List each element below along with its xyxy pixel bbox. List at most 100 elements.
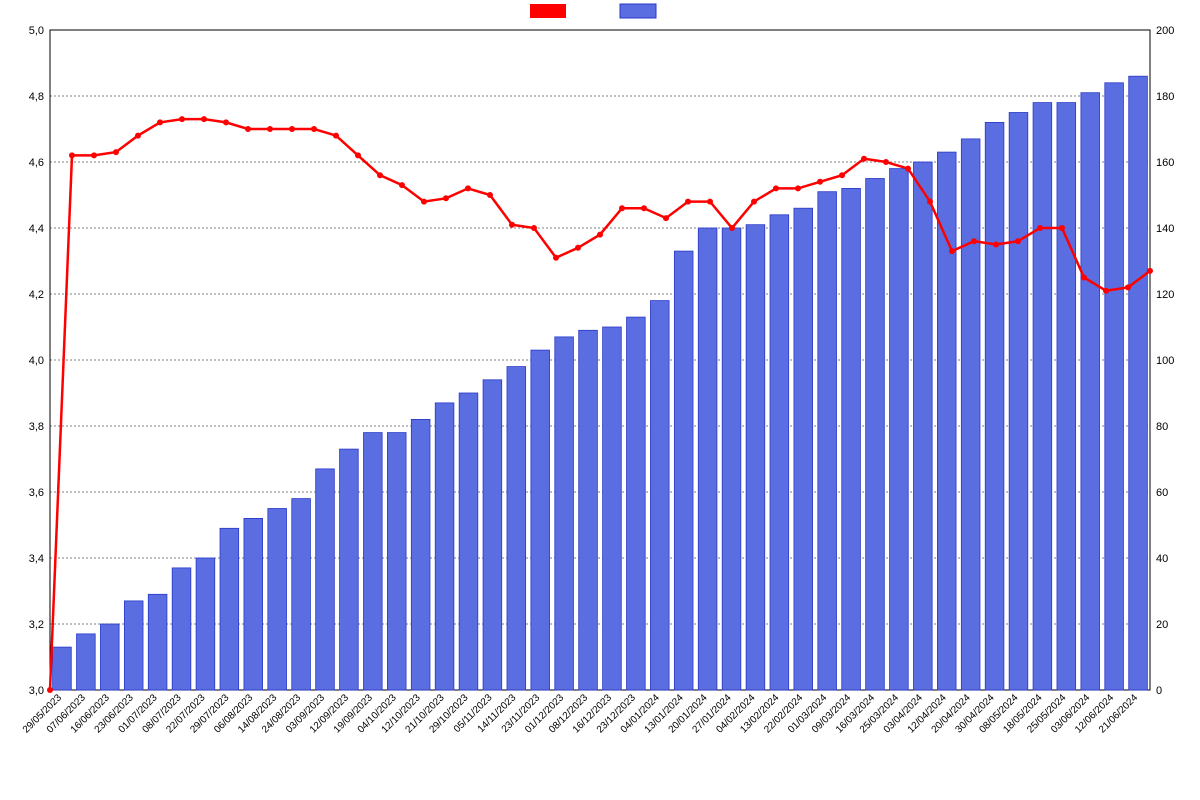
y-right-tick-label: 60 xyxy=(1156,487,1168,499)
line-marker xyxy=(267,126,273,132)
bar xyxy=(340,449,359,690)
line-marker xyxy=(399,182,405,188)
line-marker xyxy=(333,133,339,139)
bar xyxy=(435,403,454,690)
y-left-tick-label: 4,2 xyxy=(29,289,44,301)
y-left-tick-label: 3,4 xyxy=(29,553,44,565)
y-left-tick-label: 4,8 xyxy=(29,91,44,103)
line-marker xyxy=(861,156,867,162)
bar xyxy=(794,208,813,690)
bar xyxy=(316,469,335,690)
y-right-tick-label: 100 xyxy=(1156,355,1174,367)
line-marker xyxy=(1059,225,1065,231)
bar xyxy=(722,228,741,690)
line-marker xyxy=(223,119,229,125)
line-marker xyxy=(69,152,75,158)
y-right-tick-label: 20 xyxy=(1156,619,1168,631)
bar xyxy=(1033,103,1052,690)
line-marker xyxy=(465,185,471,191)
y-left-tick-label: 3,8 xyxy=(29,421,44,433)
line-marker xyxy=(179,116,185,122)
y-right-tick-label: 160 xyxy=(1156,157,1174,169)
line-marker xyxy=(641,205,647,211)
bar xyxy=(674,251,693,690)
line-marker xyxy=(927,199,933,205)
line-marker xyxy=(1125,284,1131,290)
line-marker xyxy=(1015,238,1021,244)
y-left-tick-label: 4,4 xyxy=(29,223,44,235)
bar xyxy=(196,558,215,690)
line-marker xyxy=(1037,225,1043,231)
bar xyxy=(985,122,1004,690)
bar xyxy=(603,327,622,690)
y-right-tick-label: 80 xyxy=(1156,421,1168,433)
bar xyxy=(579,330,598,690)
bar xyxy=(220,528,239,690)
bar xyxy=(866,179,885,691)
bar xyxy=(1105,83,1124,690)
bar xyxy=(292,499,311,690)
chart-container: 3,03,23,43,63,84,04,24,44,64,85,00204060… xyxy=(0,0,1200,800)
bar xyxy=(627,317,646,690)
bar xyxy=(411,419,430,690)
line-marker xyxy=(355,152,361,158)
bar xyxy=(1057,103,1076,690)
line-marker xyxy=(883,159,889,165)
y-left-tick-label: 5,0 xyxy=(29,25,44,37)
y-right-tick-label: 180 xyxy=(1156,91,1174,103)
line-marker xyxy=(1147,268,1153,274)
bar xyxy=(698,228,717,690)
y-left-tick-label: 3,6 xyxy=(29,487,44,499)
bar xyxy=(53,647,72,690)
y-left-tick-label: 4,0 xyxy=(29,355,44,367)
line-marker xyxy=(575,245,581,251)
bar xyxy=(531,350,550,690)
line-marker xyxy=(795,185,801,191)
y-left-tick-label: 4,6 xyxy=(29,157,44,169)
bar xyxy=(890,169,909,690)
line-marker xyxy=(421,199,427,205)
line-marker xyxy=(201,116,207,122)
line-marker xyxy=(377,172,383,178)
legend-line-swatch xyxy=(530,4,566,18)
bar xyxy=(1009,113,1028,691)
line-marker xyxy=(949,248,955,254)
line-marker xyxy=(113,149,119,155)
line-marker xyxy=(993,242,999,248)
bar xyxy=(937,152,956,690)
y-left-tick-label: 3,0 xyxy=(29,685,44,697)
bar xyxy=(842,188,861,690)
bar xyxy=(746,225,765,690)
bar xyxy=(555,337,574,690)
line-marker xyxy=(729,225,735,231)
line-marker xyxy=(443,195,449,201)
line-marker xyxy=(91,152,97,158)
line-marker xyxy=(685,199,691,205)
bar xyxy=(268,509,287,691)
line-marker xyxy=(531,225,537,231)
bar xyxy=(77,634,96,690)
line-marker xyxy=(971,238,977,244)
line-marker xyxy=(619,205,625,211)
bar xyxy=(172,568,191,690)
line-marker xyxy=(487,192,493,198)
line-marker xyxy=(1081,275,1087,281)
bar xyxy=(770,215,789,690)
legend-bar-swatch xyxy=(620,4,656,18)
line-marker xyxy=(663,215,669,221)
y-left-tick-label: 3,2 xyxy=(29,619,44,631)
line-marker xyxy=(707,199,713,205)
line-marker xyxy=(47,687,53,693)
y-right-tick-label: 120 xyxy=(1156,289,1174,301)
bar xyxy=(387,433,406,690)
line-marker xyxy=(751,199,757,205)
y-right-tick-label: 200 xyxy=(1156,25,1174,37)
bar xyxy=(914,162,933,690)
line-marker xyxy=(1103,288,1109,294)
y-right-tick-label: 40 xyxy=(1156,553,1168,565)
bar xyxy=(459,393,478,690)
line-marker xyxy=(157,119,163,125)
bar xyxy=(100,624,119,690)
bar xyxy=(148,594,167,690)
line-marker xyxy=(597,232,603,238)
